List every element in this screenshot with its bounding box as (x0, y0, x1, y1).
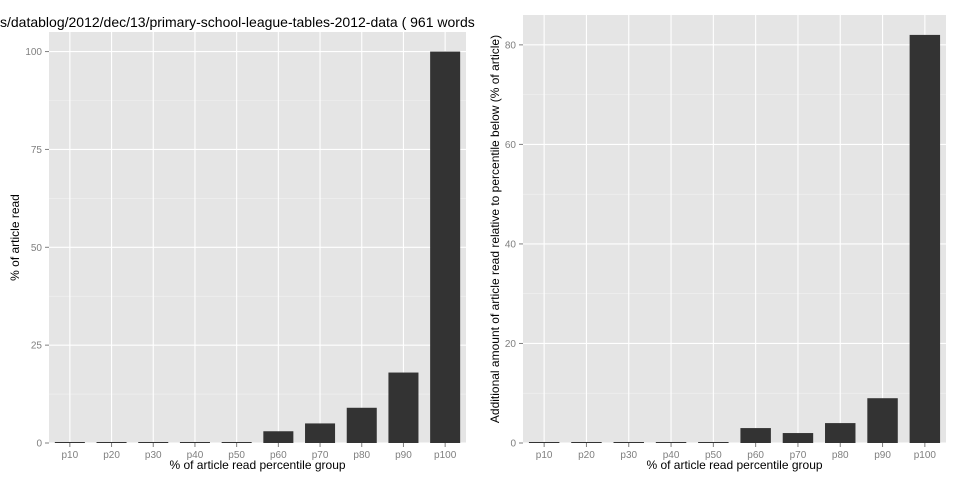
x-axis-title: % of article read percentile group (646, 458, 822, 472)
bar-p100 (909, 34, 941, 443)
bar-p60 (263, 431, 294, 443)
y-axis-title: Additional amount of article read relati… (488, 35, 502, 423)
x-axis-title: % of article read percentile group (169, 458, 345, 472)
bar-p90 (388, 372, 419, 443)
y-tick-label: 75 (31, 145, 43, 156)
y-tick-label: 0 (36, 439, 42, 450)
x-tick-label: p40 (187, 450, 204, 461)
x-tick-label: p50 (228, 450, 245, 461)
x-tick-label: p70 (312, 450, 329, 461)
x-tick-label: p60 (270, 450, 287, 461)
bar-p90 (867, 398, 898, 443)
x-tick-label: p50 (705, 450, 722, 461)
bar-p80 (346, 407, 377, 443)
bar-p100 (430, 51, 461, 443)
bar-p60 (740, 428, 771, 443)
x-tick-label: p30 (620, 450, 637, 461)
x-tick-label: p20 (578, 450, 595, 461)
bar-p30 (138, 442, 169, 443)
x-tick-label: p10 (536, 450, 553, 461)
y-tick-label: 25 (31, 341, 43, 352)
bar-p30 (613, 442, 644, 443)
x-tick-label: p40 (663, 450, 680, 461)
bar-p50 (221, 442, 252, 443)
x-tick-label: p90 (874, 450, 891, 461)
y-tick-label: 100 (25, 47, 42, 58)
y-tick-label: 60 (505, 140, 517, 151)
y-tick-label: 0 (510, 439, 516, 450)
bar-p10 (54, 442, 85, 443)
x-tick-label: p100 (914, 450, 937, 461)
y-tick-label: 40 (505, 239, 517, 250)
y-tick-label: 50 (31, 243, 43, 254)
chart-panel-1: 0 25 50 75 100 p10 p20 p30 p40 p50 p60 p70 p80 p90 p10… (0, 14, 475, 472)
bar-p10 (528, 442, 560, 443)
x-tick-label: p10 (62, 450, 79, 461)
bar-p70 (305, 423, 336, 443)
bar-p40 (179, 442, 210, 443)
bar-p80 (825, 423, 856, 443)
plot-background (523, 15, 946, 443)
chart-panel-2: 0 20 40 60 80 p10 p20 p30 p40 p50 p60 p70 p80 p90 p100… (488, 15, 946, 472)
bar-p20 (571, 442, 602, 443)
bar-p20 (96, 442, 127, 443)
x-tick-label: p20 (103, 450, 120, 461)
x-tick-label: p30 (145, 450, 162, 461)
bar-p40 (655, 442, 687, 443)
y-tick-label: 20 (505, 339, 517, 350)
bar-p50 (698, 442, 729, 443)
x-tick-label: p100 (434, 450, 457, 461)
chart-title: s/datablog/2012/dec/13/primary-school-le… (0, 14, 475, 30)
x-tick-label: p80 (832, 450, 849, 461)
x-tick-label: p80 (353, 450, 370, 461)
bar-p70 (782, 433, 814, 443)
x-tick-label: p70 (790, 450, 807, 461)
y-tick-label: 80 (505, 40, 517, 51)
x-tick-label: p60 (747, 450, 764, 461)
y-axis-title: % of article read (8, 194, 22, 281)
x-tick-label: p90 (395, 450, 412, 461)
